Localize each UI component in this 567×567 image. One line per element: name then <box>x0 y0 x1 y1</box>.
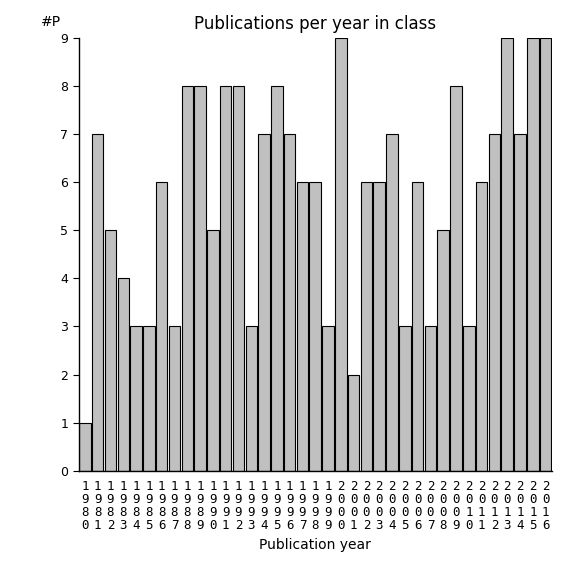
X-axis label: Publication year: Publication year <box>259 538 371 552</box>
Bar <box>501 38 513 471</box>
Bar <box>322 327 334 471</box>
Bar <box>207 230 219 471</box>
Bar <box>156 182 167 471</box>
Bar <box>92 134 103 471</box>
Bar <box>489 134 500 471</box>
Bar <box>348 374 359 471</box>
Bar <box>143 327 155 471</box>
Bar <box>246 327 257 471</box>
Bar <box>105 230 116 471</box>
Bar <box>117 278 129 471</box>
Bar <box>130 327 142 471</box>
Bar <box>335 38 346 471</box>
Bar <box>271 86 282 471</box>
Bar <box>169 327 180 471</box>
Title: Publications per year in class: Publications per year in class <box>194 15 437 33</box>
Bar <box>79 422 91 471</box>
Text: #P: #P <box>41 15 61 29</box>
Bar <box>310 182 321 471</box>
Bar <box>514 134 526 471</box>
Bar <box>232 86 244 471</box>
Bar <box>374 182 385 471</box>
Bar <box>386 134 398 471</box>
Bar <box>297 182 308 471</box>
Bar <box>540 38 551 471</box>
Bar <box>476 182 488 471</box>
Bar <box>259 134 270 471</box>
Bar <box>194 86 206 471</box>
Bar <box>438 230 449 471</box>
Bar <box>284 134 295 471</box>
Bar <box>399 327 411 471</box>
Bar <box>463 327 475 471</box>
Bar <box>527 38 539 471</box>
Bar <box>220 86 231 471</box>
Bar <box>412 182 424 471</box>
Bar <box>425 327 436 471</box>
Bar <box>450 86 462 471</box>
Bar <box>181 86 193 471</box>
Bar <box>361 182 372 471</box>
